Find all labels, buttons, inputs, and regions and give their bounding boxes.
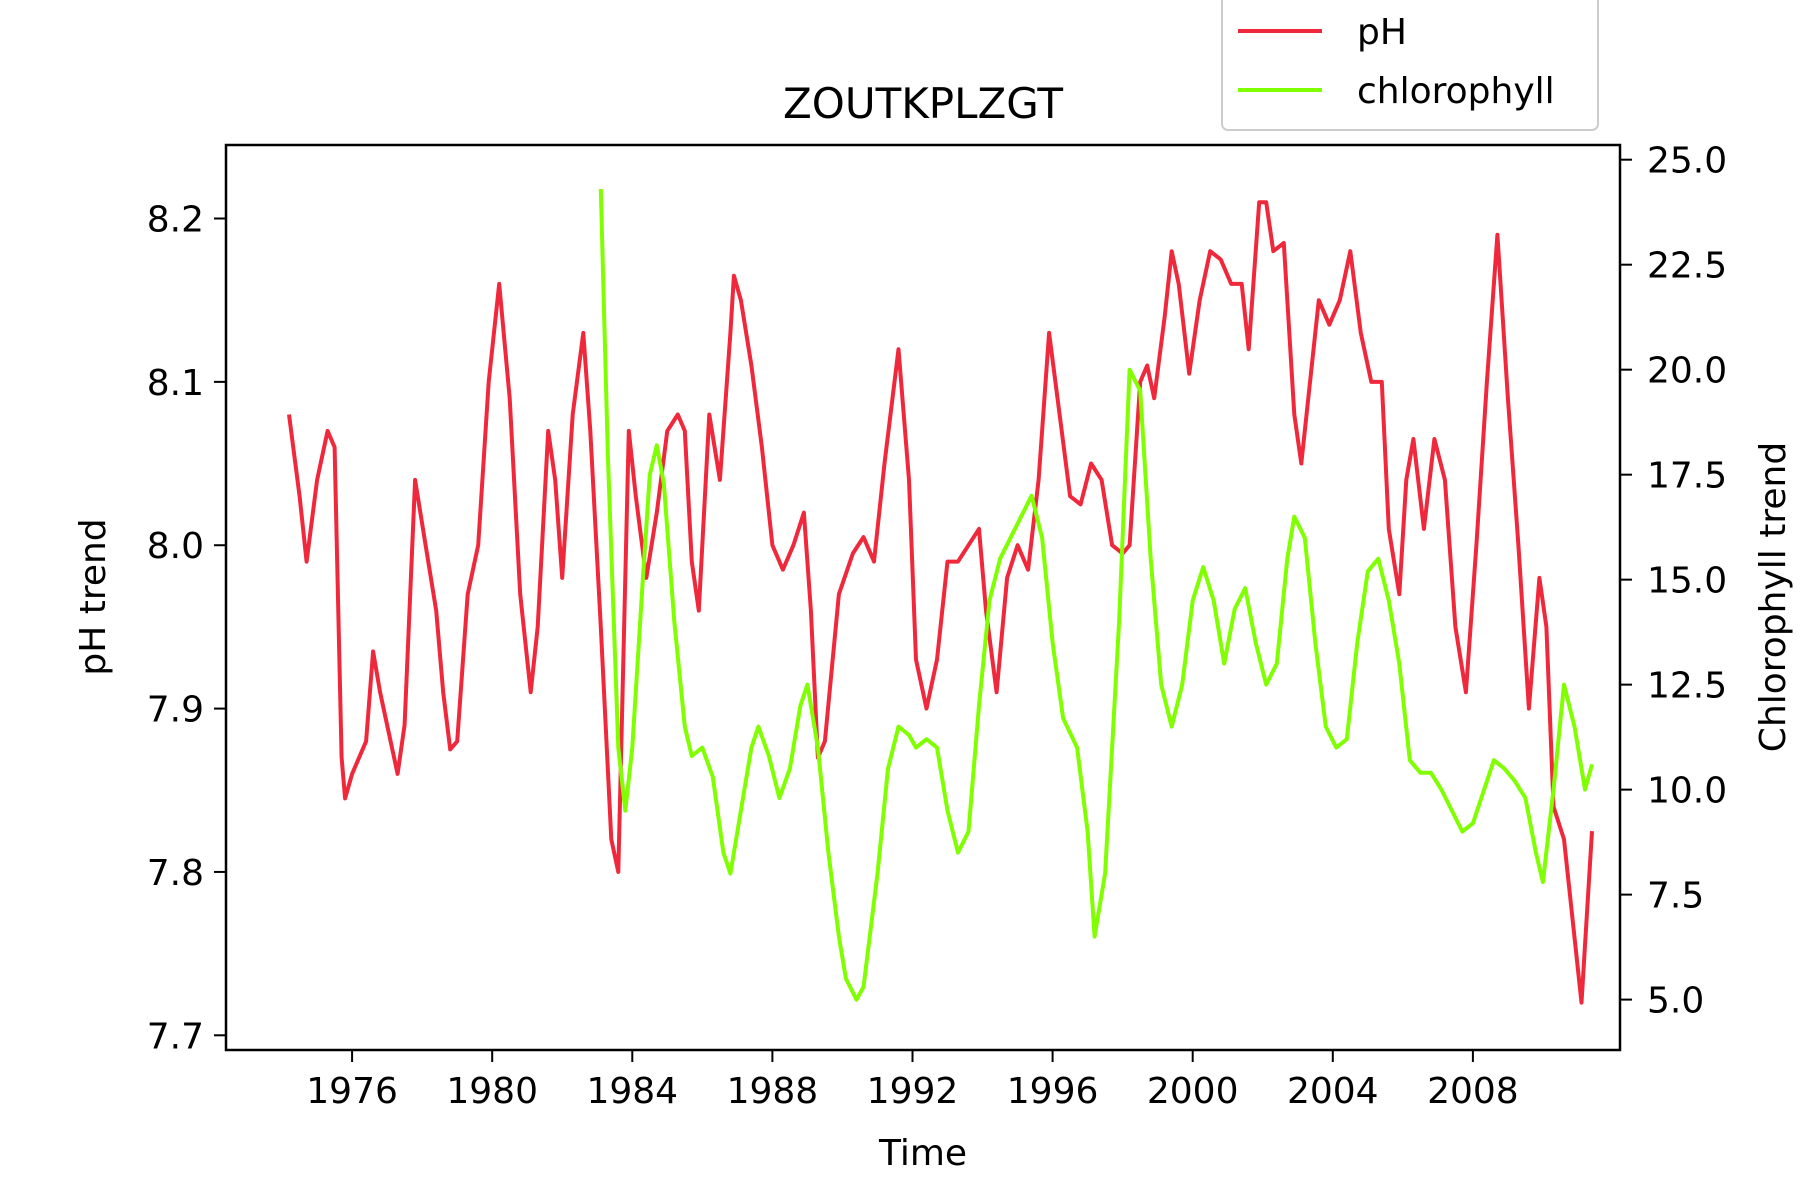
y-tick-label: 7.7 <box>147 1016 204 1057</box>
y-tick-label: 7.9 <box>147 690 204 731</box>
y2-tick-label: 25.0 <box>1647 141 1727 182</box>
series-layer <box>287 189 1594 1005</box>
y2-tick-label: 12.5 <box>1647 666 1727 707</box>
y-tick-label: 8.0 <box>147 526 204 567</box>
chart-title: ZOUTKPLZGT <box>783 79 1063 128</box>
x-tick-label: 2000 <box>1147 1071 1239 1112</box>
plot-area <box>224 143 1622 1052</box>
right-y-axis: 5.0 7.5 10.0 12.5 15.0 17.5 20.0 22.5 25.0 <box>1620 141 1727 1022</box>
y2-tick-label: 22.5 <box>1647 246 1727 287</box>
x-tick-label: 1988 <box>727 1071 819 1112</box>
right-y-axis-title: Chlorophyll trend <box>1753 442 1794 752</box>
legend: pH chlorophyll <box>1221 0 1599 131</box>
y-tick-label: 7.8 <box>147 853 204 894</box>
x-tick-label: 1984 <box>586 1071 678 1112</box>
y2-tick-label: 15.0 <box>1647 561 1727 602</box>
x-tick-label: 2008 <box>1427 1071 1519 1112</box>
y-tick-label: 8.2 <box>147 200 204 241</box>
y-tick-label: 8.1 <box>147 363 204 404</box>
x-axis-title: Time <box>878 1133 967 1174</box>
y2-tick-label: 10.0 <box>1647 771 1727 812</box>
y2-tick-label: 7.5 <box>1647 876 1704 917</box>
series-line-pH <box>287 200 1594 1005</box>
x-tick-label: 1992 <box>867 1071 959 1112</box>
legend-label-ph: pH <box>1357 12 1407 53</box>
plot-frame <box>224 143 1622 1052</box>
x-tick-label: 1976 <box>306 1071 398 1112</box>
left-y-axis: 7.7 7.8 7.9 8.0 8.1 8.2 <box>147 200 226 1057</box>
y2-tick-label: 20.0 <box>1647 351 1727 392</box>
y2-tick-label: 17.5 <box>1647 456 1727 497</box>
x-tick-label: 1980 <box>446 1071 538 1112</box>
legend-label-chlorophyll: chlorophyll <box>1357 71 1555 112</box>
x-axis: 1976 1980 1984 1988 1992 1996 2000 2004 2008 <box>306 1050 1519 1112</box>
series-line-chlorophyll <box>598 189 1594 1002</box>
x-tick-label: 2004 <box>1287 1071 1379 1112</box>
x-tick-label: 1996 <box>1007 1071 1099 1112</box>
left-y-axis-title: pH trend <box>73 518 114 675</box>
y2-tick-label: 5.0 <box>1647 981 1704 1022</box>
